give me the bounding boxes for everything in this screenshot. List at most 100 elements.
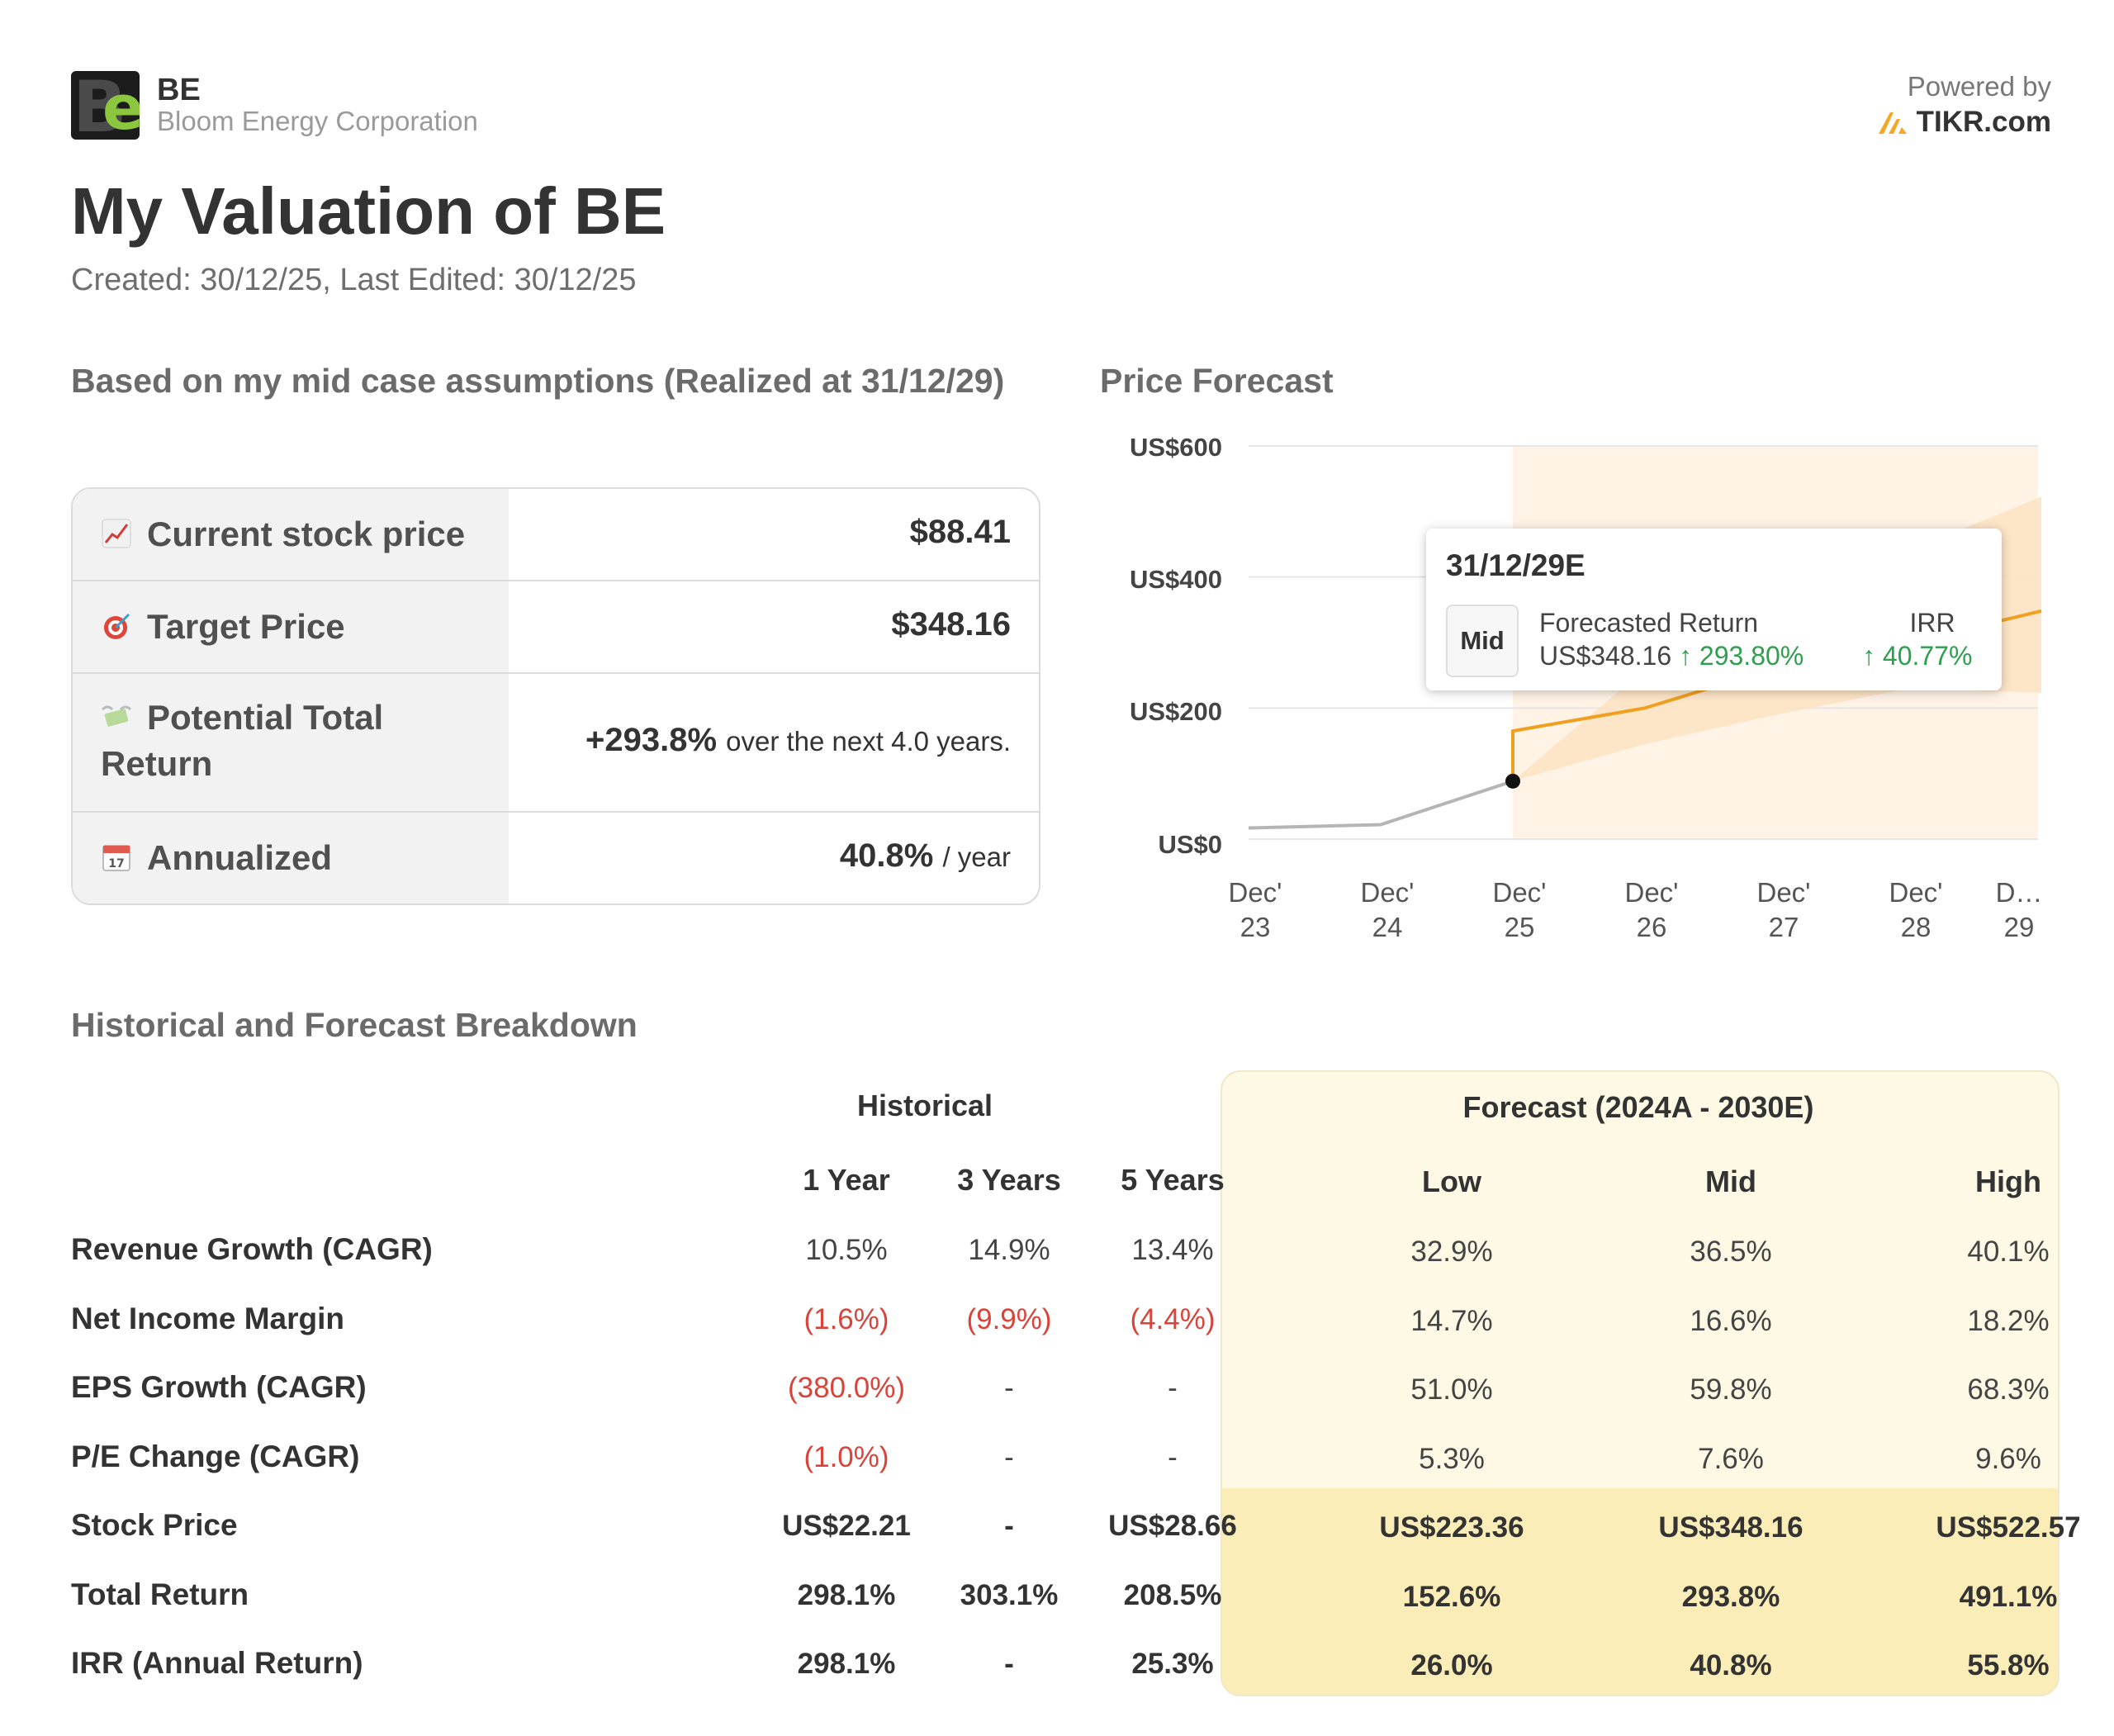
money-with-wings-icon: [101, 705, 132, 727]
breakdown-forecast-cell: 7.6%: [1698, 1442, 1764, 1475]
breakdown-forecast-cell: US$223.36: [1379, 1511, 1524, 1544]
tooltip-return-label: Forecasted Return: [1539, 608, 1759, 638]
breakdown-forecast-cell: 16.6%: [1690, 1304, 1772, 1337]
annualized-value: 40.8% / year: [839, 837, 1011, 874]
breakdown-hist-cell: US$28.66: [1108, 1510, 1237, 1542]
y-tick-label: US$400: [1129, 565, 1222, 594]
forecast-header: Forecast (2024A - 2030E): [1462, 1090, 1814, 1124]
target-price-value: $348.16: [891, 606, 1011, 643]
breakdown-forecast-cell: 26.0%: [1410, 1649, 1493, 1681]
breakdown-forecast-cell: US$348.16: [1658, 1511, 1804, 1544]
breakdown-row-label: EPS Growth (CAGR): [71, 1370, 367, 1404]
breakdown-hist-cell: -: [1004, 1440, 1014, 1473]
tooltip-return-pct: ↑ 293.80%: [1679, 641, 1804, 671]
breakdown-hist-cell: 13.4%: [1131, 1234, 1214, 1266]
hist-col-header: 3 Years: [957, 1163, 1061, 1197]
breakdown-hist-cell: (1.0%): [803, 1440, 889, 1473]
breakdown-hist-cell: -: [1004, 1510, 1014, 1542]
breakdown-forecast-cell: 14.7%: [1410, 1304, 1493, 1337]
historical-header: Historical: [856, 1089, 993, 1122]
breakdown-hist-cell: (9.9%): [966, 1302, 1052, 1335]
price-forecast-heading: Price Forecast: [1100, 362, 1334, 400]
breakdown-forecast-cell: 293.8%: [1681, 1580, 1780, 1613]
summary-heading: Based on my mid case assumptions (Realiz…: [71, 362, 1005, 400]
breakdown-hist-cell: 303.1%: [960, 1578, 1059, 1611]
hist-col-header: 5 Years: [1121, 1163, 1225, 1197]
summary-row-annualized: 17 Annualized 40.8% / year: [73, 813, 1039, 904]
bullseye-icon: [104, 613, 130, 639]
breakdown-forecast-cell: 491.1%: [1959, 1580, 2058, 1613]
summary-label: Annualized: [147, 838, 333, 877]
breakdown-forecast-cell: 40.1%: [1967, 1236, 2050, 1268]
breakdown-forecast-cell: 152.6%: [1402, 1580, 1501, 1613]
summary-table: Current stock price $88.41 Target Price …: [71, 487, 1040, 905]
powered-by-label: Powered by: [1907, 71, 2051, 102]
tooltip-return-values: US$348.16 ↑ 293.80%: [1539, 641, 1804, 671]
breakdown-row-label: Net Income Margin: [71, 1301, 344, 1335]
breakdown-row-label: Stock Price: [71, 1508, 238, 1542]
current-price-point: [1505, 773, 1520, 789]
breakdown-forecast-cell: 40.8%: [1690, 1649, 1772, 1681]
breakdown-hist-cell: -: [1004, 1648, 1014, 1680]
total-return-value: +293.8% over the next 4.0 years.: [585, 722, 1011, 758]
x-tick-label: Dec' 23: [1228, 877, 1282, 942]
breakdown-forecast-cell: US$522.57: [1936, 1511, 2081, 1544]
breakdown-hist-cell: 298.1%: [797, 1648, 896, 1680]
current-price-value: $88.41: [909, 514, 1011, 550]
breakdown-forecast-cell: 9.6%: [1975, 1442, 2041, 1475]
forecast-col-header: High: [1975, 1164, 2041, 1198]
tooltip-date: 31/12/29E: [1446, 548, 1586, 582]
forecast-highlight-band: [1222, 1488, 2058, 1695]
summary-row-target-price: Target Price $348.16: [73, 581, 1039, 674]
x-tick-label: Dec' 28: [1889, 877, 1943, 942]
summary-row-current-price: Current stock price $88.41: [73, 489, 1039, 581]
x-tick-label: Dec' 27: [1756, 877, 1811, 942]
x-tick-label: Dec' 25: [1492, 877, 1547, 942]
breakdown-hist-cell: -: [1168, 1372, 1178, 1404]
x-tick-label: Dec' 26: [1624, 877, 1679, 942]
tooltip-mid-badge: Mid: [1446, 605, 1519, 677]
breakdown-hist-cell: (1.6%): [803, 1302, 889, 1335]
tikr-brand-text: TIKR.com: [1916, 106, 2051, 138]
summary-label: Target Price: [147, 607, 345, 646]
breakdown-forecast-cell: 59.8%: [1690, 1373, 1772, 1406]
breakdown-row-label: Total Return: [71, 1577, 249, 1611]
breakdown-hist-cell: 14.9%: [968, 1234, 1050, 1266]
company-name: Bloom Energy Corporation: [157, 106, 478, 136]
breakdown-hist-cell: -: [1168, 1440, 1178, 1473]
summary-label: Current stock price: [147, 515, 466, 553]
breakdown-hist-cell: (4.4%): [1130, 1302, 1216, 1335]
summary-row-total-return: Potential Total Return +293.8% over the …: [73, 674, 1039, 813]
breakdown-row-label: IRR (Annual Return): [71, 1646, 363, 1680]
breakdown-hist-cell: 10.5%: [805, 1234, 888, 1266]
y-tick-label: US$0: [1158, 830, 1222, 859]
y-tick-label: US$200: [1129, 697, 1222, 726]
hist-col-header: 1 Year: [803, 1163, 890, 1197]
breakdown-row-label: P/E Change (CAGR): [71, 1439, 360, 1473]
tooltip-irr-label: IRR: [1909, 608, 1955, 638]
tooltip-irr-value: ↑ 40.77%: [1862, 641, 1973, 671]
created-edited-dates: Created: 30/12/25, Last Edited: 30/12/25: [71, 263, 637, 297]
breakdown-forecast-cell: 32.9%: [1410, 1236, 1493, 1268]
x-tick-label: Dec' 24: [1360, 877, 1415, 942]
breakdown-forecast-cell: 36.5%: [1690, 1236, 1772, 1268]
x-tick-label: D… 29: [1995, 877, 2043, 942]
breakdown-hist-cell: US$22.21: [782, 1510, 911, 1542]
forecast-col-header: Low: [1422, 1164, 1481, 1198]
page-title: My Valuation of BE: [71, 174, 666, 248]
breakdown-forecast-cell: 18.2%: [1967, 1304, 2050, 1337]
breakdown-row-label: Revenue Growth (CAGR): [71, 1232, 433, 1266]
breakdown-hist-cell: 25.3%: [1131, 1648, 1214, 1680]
breakdown-forecast-cell: 55.8%: [1967, 1649, 2050, 1681]
y-tick-label: US$600: [1129, 433, 1222, 462]
forecast-col-header: Mid: [1705, 1164, 1756, 1198]
historical-price-line: [1248, 779, 1514, 830]
summary-label: Potential Total Return: [101, 698, 384, 783]
breakdown-forecast-cell: 5.3%: [1419, 1442, 1485, 1475]
breakdown-hist-cell: 208.5%: [1123, 1578, 1222, 1611]
tikr-brand-link[interactable]: TIKR.com: [1877, 106, 2051, 139]
breakdown-heading: Historical and Forecast Breakdown: [71, 1006, 638, 1044]
chart-tooltip: 31/12/29E Mid Forecasted Return US$348.1…: [1426, 529, 2002, 690]
calendar-icon: 17: [102, 845, 130, 871]
